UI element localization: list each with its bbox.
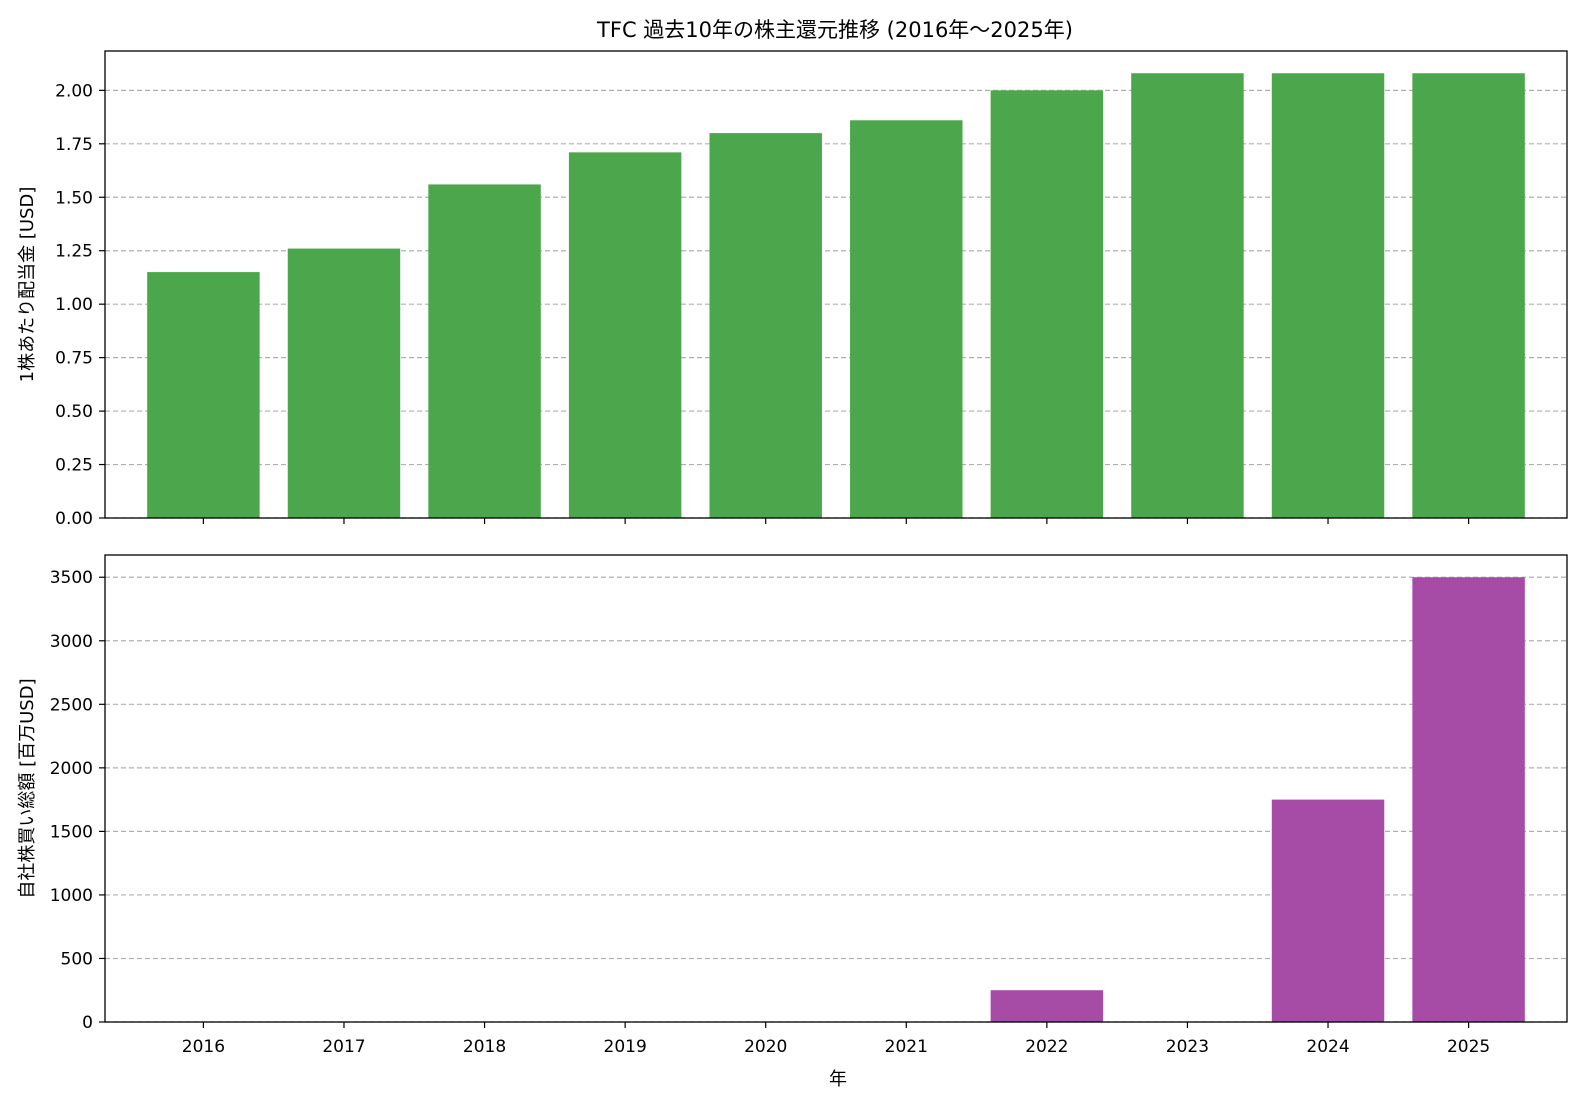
- dividend-panel: 0.00 0.25 0.50 0.75 1.00 1.25 1.50 1.75 2.00 1株あた…: [17, 50, 1568, 529]
- buyback-ytick-label: 500: [61, 949, 93, 969]
- dividend-ytick-label: 0.00: [55, 509, 93, 529]
- dividend-bar-2017: [287, 248, 401, 519]
- buyback-bar-2025: [1412, 577, 1525, 1022]
- dividend-ytick-label: 1.25: [55, 242, 93, 262]
- buyback-ytick-label: 2500: [50, 695, 93, 715]
- buyback-y-axis-label: 自社株買い総額 [百万USD]: [17, 678, 38, 898]
- dividend-bar-2023: [1131, 73, 1244, 518]
- dividend-ytick-label: 2.00: [55, 81, 93, 101]
- buyback-xtick-label: 2025: [1447, 1037, 1490, 1057]
- dividend-bar-2021: [850, 120, 963, 519]
- buyback-xtick-label: 2016: [182, 1037, 225, 1057]
- chart-title: TFC 過去10年の株主還元推移 (2016年～2025年): [596, 18, 1073, 42]
- dividend-bar-2024: [1271, 73, 1385, 518]
- buyback-xtick-label: 2021: [885, 1037, 928, 1057]
- dividend-bar-2025: [1412, 73, 1525, 518]
- dividend-ytick-label: 0.75: [55, 349, 93, 369]
- buyback-plot-frame: [104, 554, 1568, 1023]
- dividend-bar-2018: [428, 184, 541, 518]
- buyback-xtick-label: 2018: [463, 1037, 506, 1057]
- buyback-xtick-label: 2024: [1306, 1037, 1349, 1057]
- buyback-ytick-label: 3500: [50, 568, 93, 588]
- dividend-bar-2016: [147, 272, 260, 518]
- buyback-xtick-label: 2017: [322, 1037, 365, 1057]
- buyback-xtick-label: 2022: [1025, 1037, 1068, 1057]
- dividend-plot-frame: [104, 50, 1568, 519]
- dividend-ytick-label: 1.00: [55, 295, 93, 315]
- buyback-ytick-label: 1500: [50, 822, 93, 842]
- dividend-ytick-label: 1.75: [55, 135, 93, 155]
- buyback-panel: 0 500 1000 1500 2000 2500 3000 3500 2016 2017 2018…: [17, 554, 1568, 1057]
- dividend-bar-2019: [568, 152, 682, 518]
- buyback-ytick-label: 2000: [50, 759, 93, 779]
- dividend-ytick-label: 0.25: [55, 456, 93, 476]
- buyback-ytick-label: 3000: [50, 632, 93, 652]
- dividend-y-axis-label: 1株あたり配当金 [USD]: [17, 187, 38, 383]
- buyback-xtick-label: 2019: [604, 1037, 647, 1057]
- buyback-bar-2022: [990, 990, 1104, 1022]
- buyback-xtick-label: 2020: [744, 1037, 787, 1057]
- dividend-ytick-label: 0.50: [55, 402, 93, 422]
- dividend-bar-2020: [709, 133, 822, 518]
- buyback-ytick-label: 0: [82, 1013, 93, 1033]
- x-axis-label: 年: [829, 1069, 847, 1090]
- dividend-bar-2022: [990, 90, 1104, 518]
- dividend-ytick-label: 1.50: [55, 188, 93, 208]
- buyback-bar-2024: [1271, 799, 1385, 1022]
- buyback-xtick-label: 2023: [1166, 1037, 1209, 1057]
- buyback-ytick-label: 1000: [50, 886, 93, 906]
